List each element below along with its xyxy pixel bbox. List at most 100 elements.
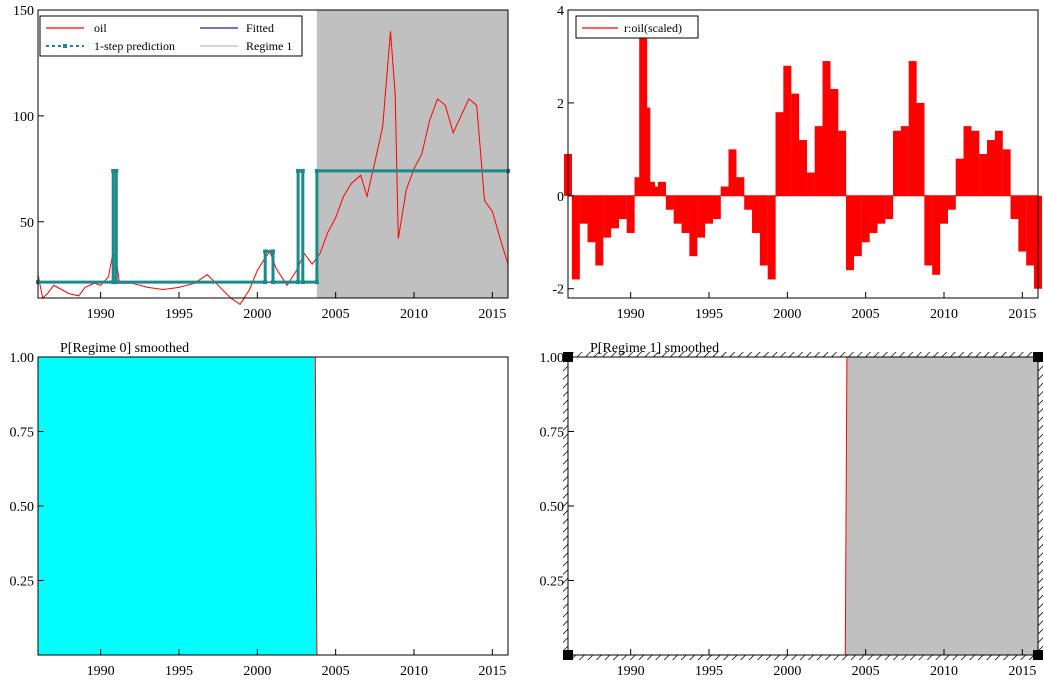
residual-bar [642,107,651,196]
residual-bar [916,102,925,196]
residual-bar [830,88,839,196]
prediction-point [263,249,268,254]
oil-panel-legend: oil Fitted 1-step prediction Regime 1 [39,15,303,57]
resize-handle [1033,352,1043,362]
y-tick-label: 0.50 [540,500,565,515]
regime1-probability-panel: P[Regime 1] smoothed 1990 1995 2000 2005 201… [540,341,1043,679]
residual-bar [752,195,760,233]
prediction-point [114,280,119,285]
residual-bar [571,195,580,280]
residual-bar [697,195,706,238]
residual-bar [924,195,933,266]
selection-edge-left [563,357,568,655]
residual-bar [971,130,980,196]
x-tick-label: 2000 [243,307,271,322]
residual-bar [658,181,666,196]
residual-bar [759,195,768,266]
residual-bar [618,195,627,220]
residual-bar [955,158,964,196]
residual-bar [861,195,870,243]
residual-bar [814,126,823,196]
residual-bar [744,195,753,210]
legend-label-regime1: Regime 1 [246,39,292,53]
resize-handle [563,650,573,660]
y-tick-label: 150 [13,4,34,19]
residual-bar [846,195,854,271]
residual-bar [783,65,792,196]
x-tick-label: 2010 [930,307,958,322]
prediction-point [296,168,301,173]
y-tick-label: 1.00 [10,351,35,366]
residual-bar [775,112,784,196]
x-tick-label: 2015 [478,664,506,679]
legend-label-residual: r:oil(scaled) [624,21,682,35]
regime0-probability-panel: P[Regime 0] smoothed 1990 1995 2000 2005 201… [10,341,509,679]
residual-bar [940,195,948,224]
residual-bar [799,140,807,196]
legend-label-fitted: Fitted [246,21,274,35]
selection-edge-top [563,352,1043,357]
legend-label-prediction: 1-step prediction [94,39,175,53]
residual-bar [712,195,721,220]
prediction-point [111,280,116,285]
residual-bar [595,195,604,266]
residual-bar [791,93,800,196]
residual-bar [979,154,988,196]
y-tick-label: 0.25 [540,575,565,590]
legend-marker-prediction [63,44,67,48]
prediction-point [114,168,119,173]
regime0-panel-title: P[Regime 0] smoothed [60,341,189,356]
residual-bar [908,61,917,196]
y-tick-label: 4 [557,4,564,19]
y-tick-label: 0.50 [10,500,35,515]
residual-bar [736,177,745,196]
regime0-probability-area [38,357,508,655]
oil-panel-axes [37,9,509,299]
residual-bar [587,195,596,243]
legend-box [39,15,303,57]
residual-bar [767,195,776,280]
y-tick-label: 2 [557,97,564,112]
resize-handle [1033,650,1043,660]
residual-bar [611,195,619,229]
residual-bar [806,172,815,196]
x-tick-label: 1990 [617,664,645,679]
x-tick-label: 1990 [617,307,645,322]
prediction-point [300,280,305,285]
x-tick-label: 2005 [322,307,350,322]
x-tick-label: 2000 [243,664,271,679]
residual-bar [720,186,729,196]
y-tick-label: 0.75 [10,426,35,441]
selection-frame[interactable] [563,352,1043,660]
residual-bar [603,195,612,238]
regime1-shaded-band [316,10,508,298]
residual-bar [994,130,1003,196]
x-tick-label: 1995 [165,307,193,322]
selection-edge-right [1038,357,1043,655]
oil-price-panel: 1990 1995 2000 2005 2010 2015 50 100 150 oil Fit… [13,4,510,322]
oil-series-line [37,31,509,306]
residual-bar [1002,149,1011,196]
prediction-point [296,280,301,285]
y-tick-label: 100 [13,110,34,125]
residual-bar [665,195,674,210]
residual-bar [673,195,682,224]
y-tick-label: 0 [557,190,564,205]
residual-bar [900,126,909,196]
prediction-point [271,280,275,285]
x-tick-label: 2000 [773,307,801,322]
residual-bar [579,195,588,224]
regime1-probability-area [568,357,1038,655]
legend-box [575,15,699,39]
x-tick-label: 2000 [773,664,801,679]
residual-bar [705,195,713,224]
y-tick-label: 1.00 [540,351,565,366]
residual-bar [647,181,656,196]
x-tick-label: 2005 [322,664,350,679]
y-tick-label: 50 [20,216,34,231]
x-tick-label: 1995 [165,664,193,679]
residual-bar [651,186,660,196]
residual-bar [947,195,956,210]
x-tick-label: 2010 [400,307,428,322]
